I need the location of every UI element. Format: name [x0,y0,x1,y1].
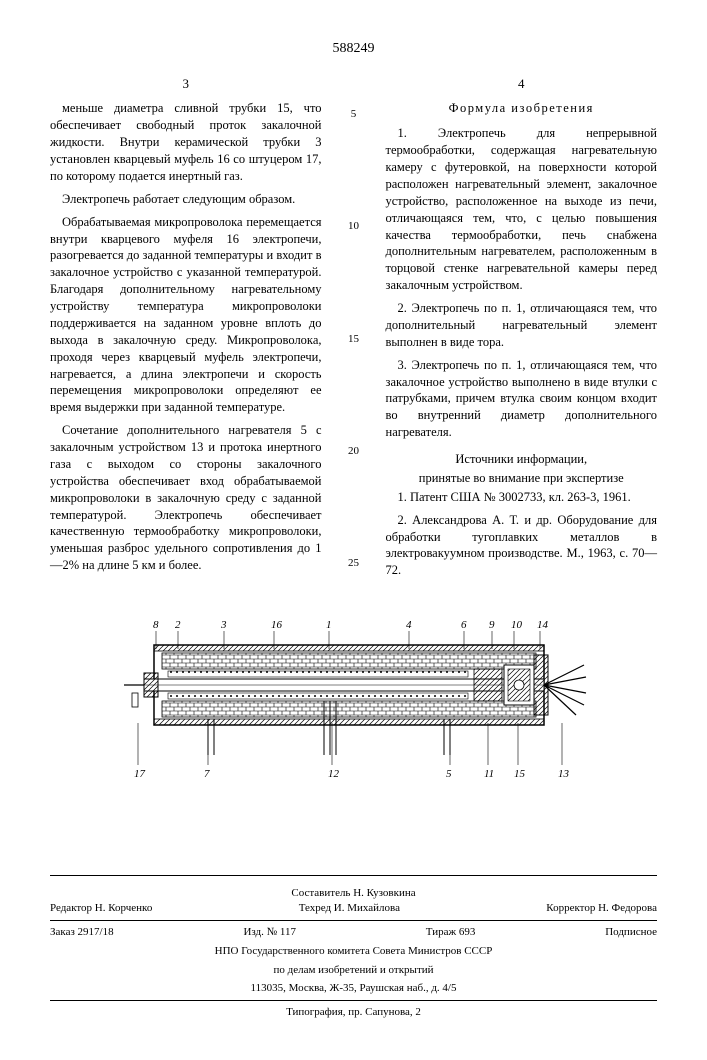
footer-editor: Редактор Н. Корченко [50,901,152,916]
svg-text:9: 9 [489,619,495,631]
column-right: 4 Формула изобретения 1. Электропечь для… [386,75,658,585]
footer-izd: Изд. № 117 [243,925,296,940]
svg-text:6: 6 [461,619,467,631]
footer-addr: 113035, Москва, Ж-35, Раушская наб., д. … [50,981,657,996]
footer: Составитель Н. Кузовкина Редактор Н. Кор… [50,875,657,1020]
svg-text:13: 13 [558,768,570,780]
line-num: 10 [346,219,362,234]
svg-text:4: 4 [406,619,412,631]
svg-text:15: 15 [514,768,526,780]
svg-text:3: 3 [220,619,227,631]
svg-text:16: 16 [271,619,283,631]
page-number-right: 4 [386,75,658,93]
footer-corrector: Корректор Н. Федорова [546,901,657,916]
source-2: 2. Александрова А. Т. и др. Оборудование… [386,512,658,580]
line-num: 5 [346,107,362,122]
footer-org2: по делам изобретений и открытий [50,963,657,978]
svg-text:10: 10 [511,619,523,631]
svg-text:17: 17 [134,768,146,780]
sources-header: Источники информации, [386,451,658,468]
column-left: 3 меньше диаметра сливной трубки 15, что… [50,75,322,585]
claims-header: Формула изобретения [386,100,658,117]
svg-text:1: 1 [326,619,332,631]
footer-print: Типография, пр. Сапунова, 2 [50,1005,657,1020]
svg-text:11: 11 [484,768,494,780]
svg-text:7: 7 [204,768,210,780]
left-p2: Электропечь работает следующим образом. [50,191,322,208]
left-p3: Обрабатываемая микропроволока перемещает… [50,214,322,417]
sources-subheader: принятые во внимание при экспертизе [386,470,658,487]
svg-text:14: 14 [537,619,549,631]
svg-text:8: 8 [153,619,159,631]
patent-diagram: 8231614691014 177125111513 [114,615,594,785]
footer-order: Заказ 2917/18 [50,925,114,940]
footer-tirazh: Тираж 693 [426,925,476,940]
text-columns: 3 меньше диаметра сливной трубки 15, что… [50,75,657,585]
footer-tech: Техред И. Михайлова [299,901,400,916]
footer-org1: НПО Государственного комитета Совета Мин… [50,944,657,959]
patent-number: 588249 [50,40,657,59]
line-num: 15 [346,332,362,347]
claim-2: 2. Электропечь по п. 1, отличающаяся тем… [386,300,658,351]
line-number-gutter: 5 10 15 20 25 [346,75,362,585]
footer-sub: Подписное [605,925,657,940]
claim-3: 3. Электропечь по п. 1, отличающаяся тем… [386,357,658,441]
svg-text:2: 2 [175,619,181,631]
svg-text:12: 12 [328,768,340,780]
left-p1: меньше диаметра сливной трубки 15, что о… [50,100,322,184]
line-num: 25 [346,556,362,571]
left-p4: Сочетание дополнительного нагревателя 5 … [50,422,322,574]
footer-compiler: Составитель Н. Кузовкина [50,886,657,901]
line-num: 20 [346,444,362,459]
source-1: 1. Патент США № 3002733, кл. 263-3, 1961… [386,489,658,506]
page-number-left: 3 [50,75,322,93]
claim-1: 1. Электропечь для непрерывной термообра… [386,125,658,294]
svg-text:5: 5 [446,768,452,780]
